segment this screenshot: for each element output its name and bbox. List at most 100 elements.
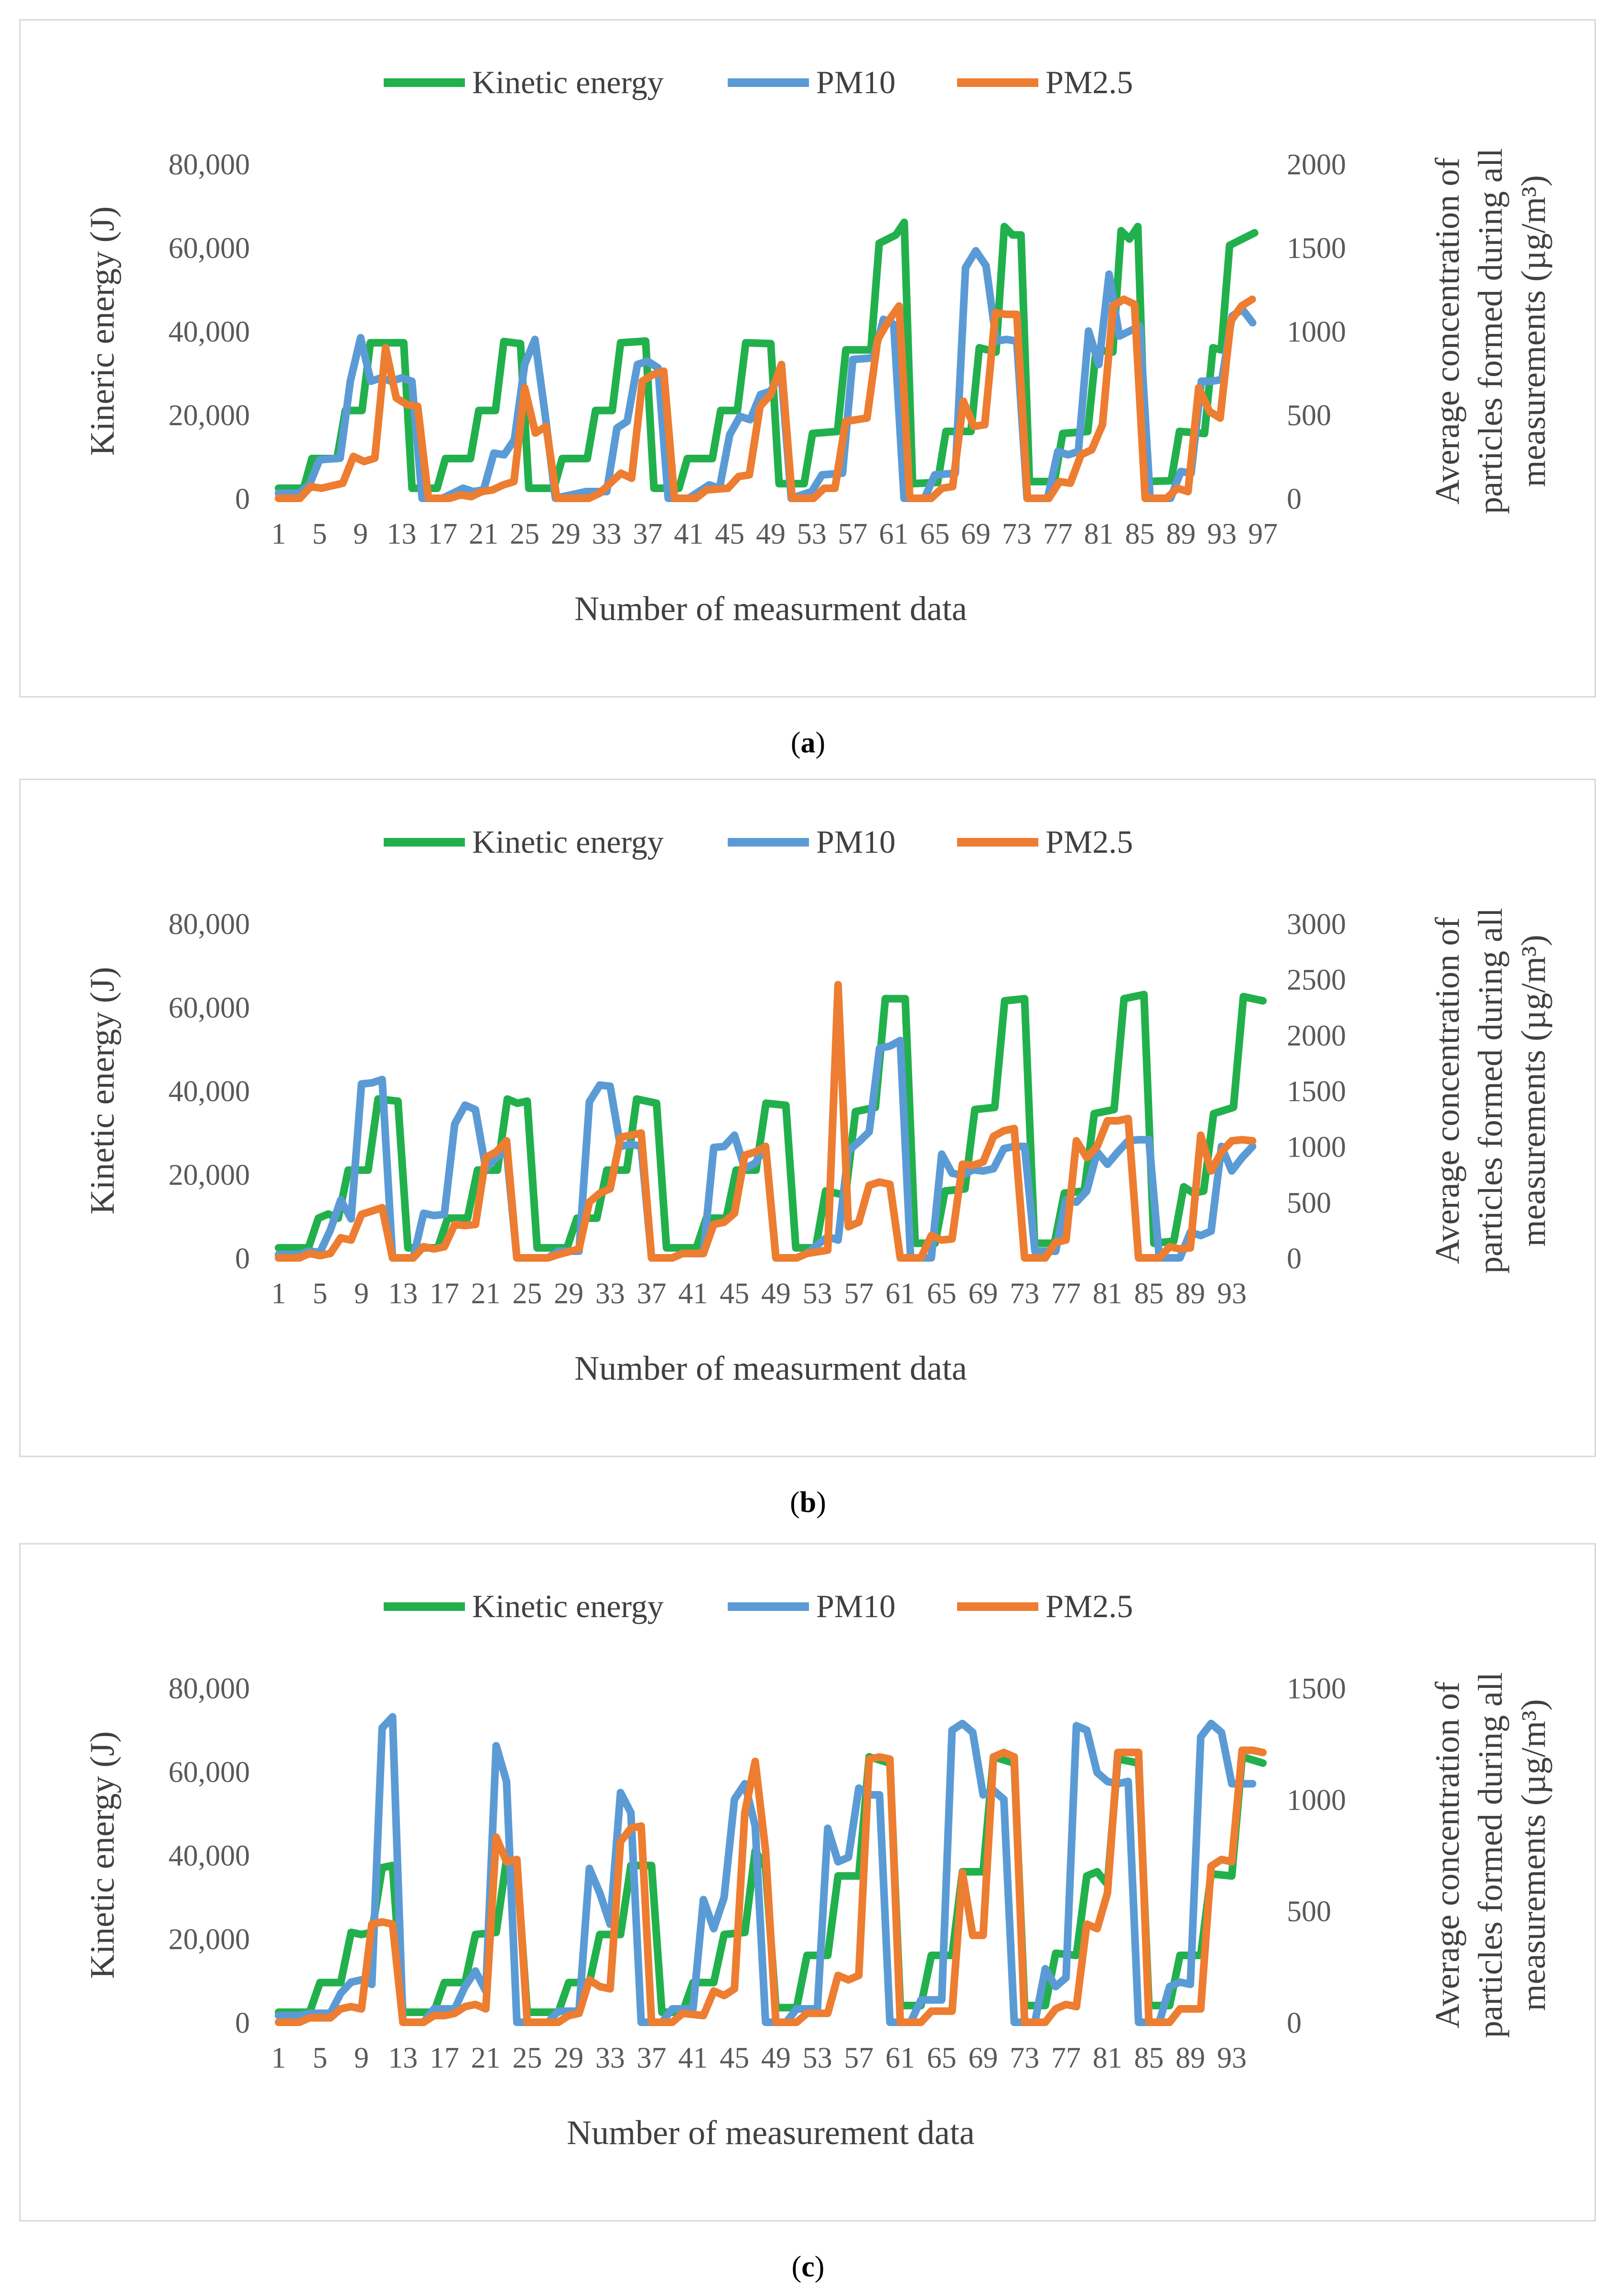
x-axis-title: Number of measurment data <box>574 590 967 628</box>
x-tick-label: 9 <box>354 2042 369 2074</box>
x-tick-label: 65 <box>927 1277 957 1310</box>
chart-panel-b: Kinetic energy PM10 PM2.5 0 20,000 40,000 60,0… <box>19 779 1596 1457</box>
chart-panel-a: Kinetic energy PM10 PM2.5 0 20,000 40,000 60,0… <box>19 19 1596 697</box>
left-tick-label: 20,000 <box>169 1923 250 1956</box>
x-tick-label: 57 <box>844 2042 873 2074</box>
x-tick-label: 29 <box>551 518 581 550</box>
series-line-pm25 <box>275 981 1257 1262</box>
y-axis-right-title-line: particles formed during all <box>1471 908 1509 1274</box>
x-tick-label: 9 <box>354 1277 369 1310</box>
x-tick-label: 37 <box>637 1277 667 1310</box>
x-tick-label: 45 <box>715 518 744 550</box>
legend: Kinetic energy PM10 PM2.5 <box>384 64 1133 100</box>
legend-label-kinetic-energy: Kinetic energy <box>472 1588 664 1624</box>
x-tick-label: 45 <box>720 1277 749 1310</box>
chart-svg-a: Kinetic energy PM10 PM2.5 0 20,000 40,000 60,0… <box>83 64 1552 628</box>
x-tick-label: 29 <box>554 1277 583 1310</box>
left-tick-label: 40,000 <box>169 1840 250 1872</box>
x-tick-label: 77 <box>1043 518 1073 550</box>
x-tick-label: 33 <box>595 1277 625 1310</box>
right-tick-label: 1500 <box>1287 1673 1346 1705</box>
legend-label-pm25: PM2.5 <box>1045 1588 1133 1624</box>
x-axis-title: Number of measurment data <box>574 1349 967 1387</box>
x-tick-label: 93 <box>1207 518 1237 550</box>
x-tick-label: 5 <box>312 518 327 550</box>
x-tick-label: 29 <box>554 2042 583 2074</box>
x-tick-label: 89 <box>1175 2042 1205 2074</box>
x-tick-label: 37 <box>633 518 663 550</box>
x-tick-label: 77 <box>1051 2042 1081 2074</box>
x-tick-label: 61 <box>879 518 909 550</box>
x-tick-label: 73 <box>1010 2042 1039 2074</box>
x-tick-label: 25 <box>510 518 539 550</box>
y-axis-left-title: Kinetic energy (J) <box>83 967 121 1214</box>
x-tick-label: 65 <box>927 2042 957 2074</box>
x-tick-label: 41 <box>678 1277 708 1310</box>
x-tick-label: 41 <box>678 2042 708 2074</box>
y-axis-left-title: Kineric energy (J) <box>83 206 121 456</box>
x-tick-label: 81 <box>1093 2042 1122 2074</box>
right-tick-label: 1500 <box>1287 232 1346 265</box>
x-tick-label: 13 <box>388 2042 418 2074</box>
legend-item-kinetic-energy: Kinetic energy <box>384 64 664 100</box>
chart-svg-b: Kinetic energy PM10 PM2.5 0 20,000 40,000 60,0… <box>83 824 1552 1387</box>
left-tick-label: 80,000 <box>169 149 250 181</box>
x-tick-label: 49 <box>756 518 786 550</box>
right-tick-label: 1000 <box>1287 1784 1346 1816</box>
x-tick-label: 89 <box>1166 518 1196 550</box>
x-tick-label: 69 <box>961 518 991 550</box>
series-line-pm25 <box>275 295 1256 502</box>
x-tick-label: 49 <box>761 1277 791 1310</box>
left-tick-label: 60,000 <box>169 992 250 1024</box>
chart-svg-c: Kinetic energy PM10 PM2.5 0 20,000 40,000 60,0… <box>83 1588 1552 2152</box>
x-tick-label: 1 <box>271 2042 286 2074</box>
legend-item-pm25: PM2.5 <box>957 1588 1133 1624</box>
right-tick-label: 500 <box>1287 1896 1331 1928</box>
left-tick-label: 0 <box>235 2007 250 2039</box>
legend-label-pm10: PM10 <box>816 824 895 860</box>
legend-item-kinetic-energy: Kinetic energy <box>384 1588 664 1624</box>
x-tick-label: 53 <box>797 518 827 550</box>
x-tick-label: 13 <box>388 1277 418 1310</box>
y-axis-right-title-line: measurements (µg/m³) <box>1514 1699 1552 2011</box>
y-axis-right-title-line: particles formed during all <box>1471 148 1509 514</box>
x-tick-label: 81 <box>1093 1277 1122 1310</box>
legend-label-pm10: PM10 <box>816 1588 895 1624</box>
left-tick-label: 40,000 <box>169 316 250 348</box>
x-tick-label: 21 <box>471 1277 501 1310</box>
y-axis-right-title-line: Average concentration of <box>1428 917 1466 1264</box>
caption-b: (b) <box>790 1486 826 1519</box>
x-tick-label: 17 <box>430 1277 459 1310</box>
x-tick-label: 73 <box>1002 518 1032 550</box>
legend-item-pm10: PM10 <box>728 1588 895 1624</box>
y-axis-right-title: Average concentration of particles formed… <box>1428 1672 1552 2038</box>
legend-item-pm10: PM10 <box>728 824 895 860</box>
x-tick-label: 61 <box>885 1277 915 1310</box>
legend: Kinetic energy PM10 PM2.5 <box>384 1588 1133 1624</box>
x-tick-label: 17 <box>430 2042 459 2074</box>
x-tick-label: 57 <box>838 518 868 550</box>
right-tick-label: 3000 <box>1287 908 1346 941</box>
caption-c: (c) <box>791 2251 825 2283</box>
x-tick-label: 33 <box>595 2042 625 2074</box>
legend: Kinetic energy PM10 PM2.5 <box>384 824 1133 860</box>
x-tick-label: 17 <box>428 518 457 550</box>
x-tick-label: 97 <box>1248 518 1278 550</box>
legend-item-kinetic-energy: Kinetic energy <box>384 824 664 860</box>
left-tick-label: 40,000 <box>169 1075 250 1108</box>
x-tick-label: 69 <box>969 1277 998 1310</box>
legend-item-pm25: PM2.5 <box>957 64 1133 100</box>
right-tick-label: 2500 <box>1287 964 1346 997</box>
left-tick-label: 20,000 <box>169 399 250 432</box>
x-tick-label: 85 <box>1134 1277 1164 1310</box>
right-tick-label: 2000 <box>1287 149 1346 181</box>
x-tick-label: 21 <box>469 518 498 550</box>
legend-label-kinetic-energy: Kinetic energy <box>472 824 664 860</box>
x-tick-label: 41 <box>674 518 703 550</box>
x-tick-label: 25 <box>512 2042 542 2074</box>
y-axis-right-title: Average concentration of particles formed… <box>1428 908 1552 1274</box>
right-tick-label: 0 <box>1287 483 1302 515</box>
chart-panel-c: Kinetic energy PM10 PM2.5 0 20,000 40,000 60,0… <box>19 1543 1596 2221</box>
x-tick-label: 93 <box>1217 2042 1247 2074</box>
y-axis-right-title: Average concentration of particles formed… <box>1428 148 1552 514</box>
